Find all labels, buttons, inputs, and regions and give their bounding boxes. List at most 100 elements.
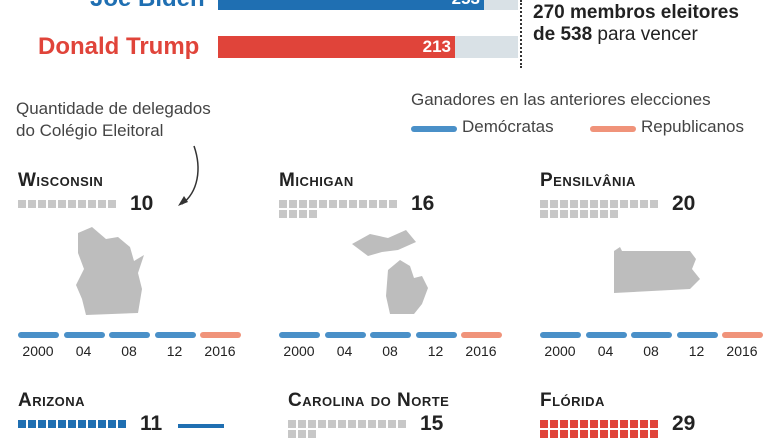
delegate-square <box>38 200 46 208</box>
delegate-square <box>68 420 76 428</box>
delegate-square <box>88 420 96 428</box>
delegate-count-carolina-do-norte: 15 <box>420 412 444 435</box>
year-label: 08 <box>643 343 659 359</box>
delegate-square <box>318 420 326 428</box>
delegate-square <box>279 210 287 218</box>
state-name-florida: Flórida <box>540 390 605 411</box>
delegate-square <box>329 200 337 208</box>
year-label: 04 <box>597 343 614 359</box>
delegates-note-line1: Quantidade de delegados <box>16 99 211 118</box>
delegate-square <box>349 200 357 208</box>
delegate-square <box>18 420 26 428</box>
history-segment-2000 <box>18 332 59 338</box>
year-label: 08 <box>121 343 137 359</box>
bar-value-trump: 213 <box>422 37 451 56</box>
delegate-square <box>640 420 648 428</box>
delegate-square <box>550 200 558 208</box>
delegate-square <box>288 430 296 438</box>
delegate-square <box>398 420 406 428</box>
delegate-square <box>108 200 116 208</box>
delegate-square <box>560 430 568 438</box>
year-label: 12 <box>688 343 705 359</box>
delegate-square <box>18 200 26 208</box>
votes-needed-sub: de 538 para vencer <box>533 24 698 45</box>
delegate-square <box>288 420 296 428</box>
delegate-square <box>610 420 618 428</box>
delegate-square <box>630 430 638 438</box>
history-segment-08 <box>109 332 150 338</box>
year-label: 2000 <box>283 343 315 359</box>
delegate-square <box>378 420 386 428</box>
delegate-square <box>298 430 306 438</box>
legend-swatch-republicans <box>590 126 636 132</box>
michigan-map <box>352 230 428 314</box>
delegate-square <box>540 430 548 438</box>
delegate-square <box>289 210 297 218</box>
legend-label-republicans: Republicanos <box>641 117 745 136</box>
delegate-square <box>298 420 306 428</box>
delegate-square <box>108 420 116 428</box>
candidate-name-biden: Joe Biden <box>90 0 205 12</box>
delegate-square <box>620 420 628 428</box>
delegate-square <box>118 420 126 428</box>
wisconsin-map <box>76 227 144 315</box>
delegate-square <box>640 430 648 438</box>
history-segment-12 <box>154 332 196 338</box>
delegate-square <box>68 200 76 208</box>
delegate-square <box>590 210 598 218</box>
state-name-arizona: Arizona <box>18 390 86 411</box>
delegate-square <box>560 210 568 218</box>
delegate-square <box>550 430 558 438</box>
delegate-square <box>28 200 36 208</box>
delegate-square <box>58 420 66 428</box>
delegate-square <box>600 420 608 428</box>
delegate-square <box>308 420 316 428</box>
delegate-square <box>570 420 578 428</box>
delegate-square <box>610 210 618 218</box>
year-label: 2016 <box>465 343 497 359</box>
history-segment-08 <box>370 332 411 338</box>
year-label: 04 <box>75 343 92 359</box>
year-label: 2016 <box>726 343 758 359</box>
delegate-square <box>299 210 307 218</box>
delegate-square <box>580 430 588 438</box>
legend-title: Ganadores en las anteriores elecciones <box>411 90 711 109</box>
delegate-square <box>540 200 548 208</box>
year-label: 12 <box>166 343 183 359</box>
delegate-square <box>590 200 598 208</box>
delegate-square <box>580 210 588 218</box>
delegate-count-pensilvania: 20 <box>672 192 696 215</box>
history-segment-04 <box>63 332 105 338</box>
delegate-square <box>560 200 568 208</box>
delegate-square <box>38 420 46 428</box>
delegate-square <box>379 200 387 208</box>
delegate-square <box>28 420 36 428</box>
votes-needed-label: 270 membros eleitores <box>533 2 739 23</box>
threshold-line <box>520 0 522 68</box>
delegate-count-wisconsin: 10 <box>130 192 154 215</box>
year-label: 2016 <box>204 343 236 359</box>
delegate-square <box>630 420 638 428</box>
delegate-square <box>550 210 558 218</box>
delegate-square <box>540 210 548 218</box>
state-won-bar <box>178 424 224 428</box>
delegate-square <box>58 200 66 208</box>
delegate-square <box>98 200 106 208</box>
delegate-square <box>610 430 618 438</box>
delegate-square <box>388 420 396 428</box>
delegate-square <box>279 200 287 208</box>
delegate-square <box>550 420 558 428</box>
delegate-square <box>570 430 578 438</box>
delegate-square <box>610 200 618 208</box>
delegate-square <box>570 210 578 218</box>
history-segment-12 <box>415 332 457 338</box>
delegate-count-michigan: 16 <box>411 192 435 215</box>
delegate-square <box>319 200 327 208</box>
delegate-square <box>600 430 608 438</box>
delegate-square <box>78 200 86 208</box>
delegate-count-arizona: 11 <box>140 412 163 435</box>
history-segment-2016 <box>722 332 763 338</box>
year-label: 2000 <box>22 343 54 359</box>
delegate-square <box>369 200 377 208</box>
delegate-square <box>640 200 648 208</box>
